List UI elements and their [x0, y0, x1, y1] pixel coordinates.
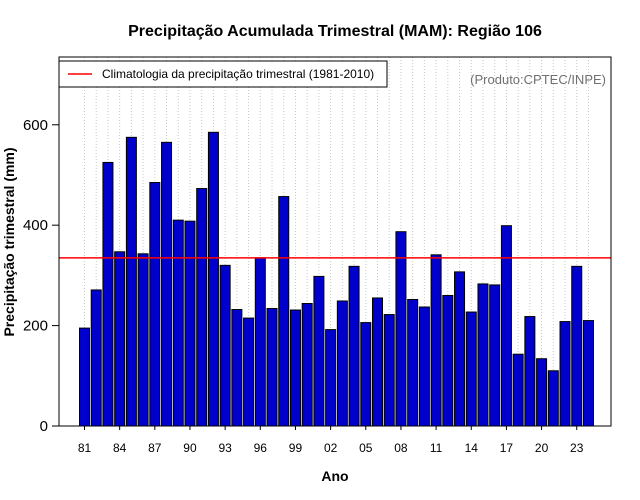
bar-2024: [582, 320, 594, 427]
x-tick-label: 96: [254, 441, 268, 455]
bar-2010: [418, 306, 430, 427]
y-tick-label: 0: [40, 418, 48, 435]
x-tick-label: 20: [535, 441, 549, 455]
plot-frame: [58, 56, 612, 427]
x-tick-label: 11: [430, 441, 443, 455]
y-axis-label: Precipitação trimestral (mm): [1, 147, 17, 336]
bar-2017: [500, 225, 512, 427]
bar-1989: [172, 219, 184, 427]
x-tick-label: 84: [113, 441, 127, 455]
legend: Climatologia da precipitação trimestral …: [58, 60, 388, 88]
legend-climatology-label: Climatologia da precipitação trimestral …: [102, 67, 374, 81]
bar-1996: [254, 257, 266, 427]
y-axis: 0 200 400 600: [23, 117, 59, 435]
bar-2020: [536, 358, 548, 427]
bar-1983: [102, 161, 114, 427]
y-tick-label: 400: [23, 217, 48, 234]
y-tick-label: 600: [23, 117, 48, 134]
x-tick-label: 93: [218, 441, 232, 455]
bar-2008: [395, 231, 407, 427]
x-tick-label: 02: [324, 441, 338, 455]
bar-1984: [114, 251, 126, 427]
bar-2021: [547, 370, 559, 427]
bar-1990: [184, 220, 196, 427]
bar-2003: [336, 300, 348, 427]
bar-2002: [325, 329, 337, 427]
bar-2012: [442, 294, 454, 427]
x-tick-label: 17: [500, 441, 514, 455]
x-tick-label: 05: [359, 441, 373, 455]
bar-2005: [360, 322, 372, 427]
bar-1985: [125, 136, 137, 427]
bar-series: [79, 131, 594, 427]
bar-1988: [161, 141, 173, 427]
bar-2019: [524, 316, 536, 427]
bar-2009: [407, 298, 419, 427]
bar-1999: [289, 309, 301, 427]
bar-2015: [477, 283, 489, 427]
x-tick-label: 23: [570, 441, 584, 455]
x-tick-label: 87: [148, 441, 162, 455]
bar-2007: [383, 314, 395, 427]
x-tick-label: 08: [394, 441, 408, 455]
y-tick-label: 200: [23, 318, 48, 335]
bar-1987: [149, 182, 161, 427]
bar-1998: [278, 196, 290, 427]
bar-1993: [219, 264, 231, 427]
bar-1986: [137, 253, 149, 427]
bar-2004: [348, 265, 360, 427]
credit-text: (Produto:CPTEC/INPE): [470, 72, 606, 87]
x-tick-label: 99: [289, 441, 303, 455]
bar-2022: [559, 321, 571, 427]
bar-1992: [207, 131, 219, 427]
x-tick-label: 14: [465, 441, 479, 455]
x-tick-label: 81: [78, 441, 92, 455]
x-axis: 81 84 87 90 93 96 99 02 05 08 11 14 17 20 23: [78, 426, 584, 455]
bar-2000: [301, 303, 313, 427]
bar-1981: [79, 327, 90, 427]
x-axis-label: Ano: [321, 468, 348, 484]
bar-1994: [231, 309, 243, 427]
bar-2023: [571, 265, 583, 427]
chart-title: Precipitação Acumulada Trimestral (MAM):…: [128, 23, 542, 40]
bar-2013: [454, 271, 466, 427]
bar-1982: [90, 289, 102, 427]
bar-2001: [313, 275, 325, 427]
legend-box: [58, 60, 388, 88]
bar-1991: [196, 188, 208, 427]
bar-1995: [243, 317, 255, 427]
bar-2006: [372, 297, 383, 427]
bar-1997: [266, 308, 278, 427]
bar-2011: [430, 254, 442, 427]
bar-2018: [512, 353, 524, 427]
x-tick-label: 90: [183, 441, 197, 455]
bar-2016: [489, 284, 501, 427]
bar-2014: [465, 311, 477, 427]
